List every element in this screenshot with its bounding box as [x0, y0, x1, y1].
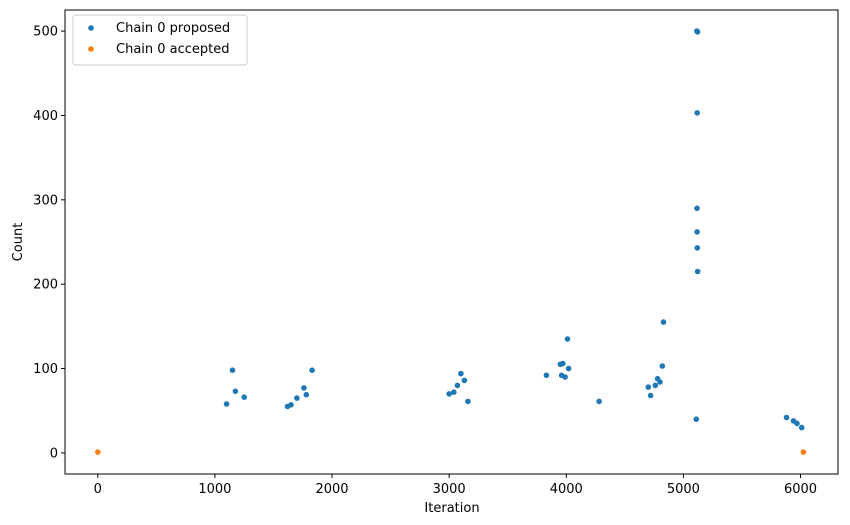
data-point-series-0	[565, 365, 572, 372]
data-point-series-0	[446, 391, 453, 397]
data-point-series-0	[301, 385, 307, 391]
data-point-series-0	[694, 268, 701, 275]
data-point-series-0	[660, 319, 667, 325]
data-point-series-0	[647, 392, 654, 399]
data-point-series-0	[798, 424, 805, 431]
data-point-series-0	[284, 403, 291, 410]
y-axis-label: Count	[11, 223, 26, 262]
y-tick-label: 500	[33, 25, 58, 40]
x-tick-label: 2000	[315, 482, 348, 497]
x-axis-label: Iteration	[424, 501, 479, 516]
data-point-series-0	[223, 401, 230, 407]
x-tick-label: 4000	[550, 482, 583, 497]
data-point-series-1	[800, 449, 807, 455]
data-point-series-0	[783, 414, 790, 421]
x-tick-label: 3000	[433, 482, 466, 497]
data-point-series-0	[562, 374, 568, 380]
data-point-series-0	[596, 398, 602, 405]
data-point-series-0	[694, 29, 701, 35]
data-point-series-0	[694, 205, 700, 212]
x-tick-label: 6000	[784, 482, 817, 497]
data-point-series-0	[303, 391, 310, 398]
points-layer	[95, 28, 807, 455]
x-tick-label: 1000	[198, 482, 231, 497]
data-point-series-0	[564, 336, 571, 342]
data-point-series-0	[461, 377, 468, 384]
legend-box	[72, 14, 248, 66]
legend-marker-accepted	[88, 46, 94, 52]
data-point-series-0	[543, 372, 550, 379]
legend-label-accepted: Chain 0 accepted	[116, 42, 230, 57]
data-point-series-0	[454, 382, 461, 389]
data-point-series-0	[694, 245, 701, 251]
y-tick-label: 200	[33, 278, 58, 293]
data-point-series-0	[560, 360, 566, 367]
data-point-series-0	[232, 388, 239, 395]
data-point-series-0	[693, 416, 700, 423]
legend-marker-proposed	[88, 25, 94, 31]
data-point-series-0	[229, 367, 236, 374]
data-point-series-0	[465, 398, 471, 405]
y-tick-label: 0	[50, 446, 58, 461]
data-point-series-0	[657, 379, 663, 385]
data-point-series-1	[95, 449, 101, 455]
data-point-series-0	[458, 370, 464, 377]
y-tick-label: 400	[33, 109, 58, 124]
data-point-series-0	[694, 110, 700, 116]
y-tick-label: 300	[33, 193, 58, 208]
data-point-series-0	[451, 389, 457, 396]
ticks-layer: 0 1000 2000 3000 4000 5000 6000 0 100 200 300 400 50…	[33, 25, 817, 497]
data-point-series-0	[694, 229, 700, 235]
legend: Chain 0 proposed Chain 0 accepted	[72, 14, 248, 66]
x-tick-label: 5000	[667, 482, 700, 497]
data-point-series-0	[659, 363, 666, 369]
plot-frame	[64, 9, 839, 475]
data-point-series-0	[645, 384, 652, 390]
y-tick-label: 100	[33, 362, 58, 377]
data-point-series-0	[794, 420, 800, 427]
data-point-series-0	[294, 395, 300, 401]
data-point-series-0	[309, 367, 315, 374]
legend-label-proposed: Chain 0 proposed	[116, 21, 230, 36]
x-tick-label: 0	[94, 482, 102, 497]
data-point-series-0	[652, 382, 659, 389]
data-point-series-0	[241, 394, 247, 401]
